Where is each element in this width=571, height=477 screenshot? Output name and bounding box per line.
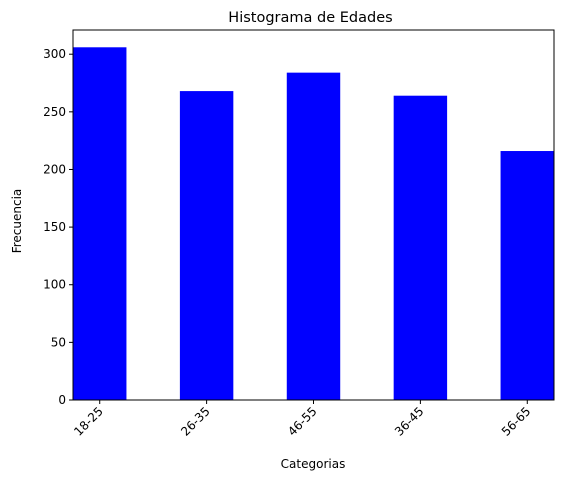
chart-title: Histograma de Edades [228, 10, 392, 26]
y-tick-label: 0 [58, 393, 66, 407]
x-tick-label: 18-25 [71, 404, 106, 439]
x-axis: 18-25 26-35 46-55 36-45 56-65 [71, 400, 533, 439]
bar-46-55 [286, 72, 341, 400]
y-tick-label: 50 [51, 335, 66, 349]
plot-frame [72, 29, 555, 401]
x-tick-label: 36-45 [392, 404, 427, 439]
bar-56-65 [500, 151, 554, 400]
y-axis-label: Frecuencia [10, 189, 24, 254]
y-tick-label: 150 [43, 220, 66, 234]
y-tick-label: 100 [43, 278, 66, 292]
bars-group [73, 47, 554, 401]
y-tick-label: 200 [43, 162, 66, 176]
y-axis: 0 50 100 150 200 250 300 [43, 47, 73, 407]
plot-border [72, 29, 555, 401]
bar-18-25 [73, 47, 127, 400]
y-tick-label: 300 [43, 47, 66, 61]
x-tick-label: 56-65 [499, 404, 534, 439]
bar-36-45 [393, 95, 448, 401]
bar-26-35 [179, 91, 234, 401]
y-tick-label: 250 [43, 105, 66, 119]
x-tick-label: 46-55 [285, 404, 320, 439]
x-axis-label: Categorias [281, 457, 346, 471]
x-tick-label: 26-35 [178, 404, 213, 439]
